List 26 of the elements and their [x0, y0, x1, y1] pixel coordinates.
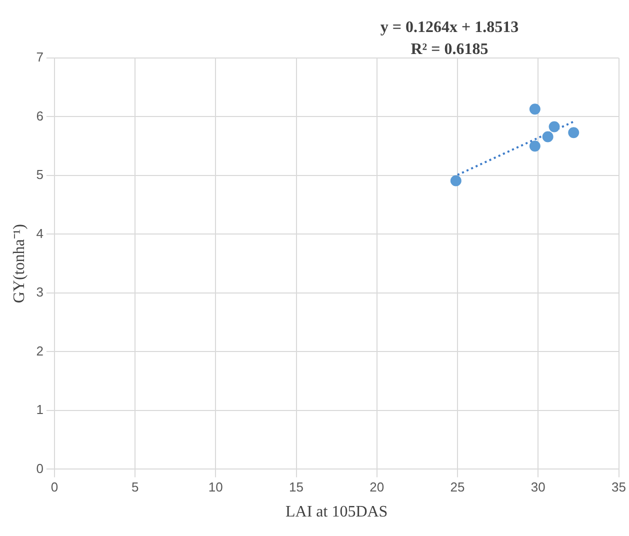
y-tick-label: 5 [36, 167, 44, 182]
y-axis-title: GY(tonha⁻¹) [10, 224, 28, 304]
point [450, 175, 462, 186]
x-tick-label: 0 [50, 480, 58, 495]
point [542, 131, 554, 142]
x-tick-label: 10 [208, 480, 223, 495]
y-tick-label: 6 [36, 108, 44, 124]
point [529, 140, 540, 152]
x-axis-title: LAI at 105DAS [285, 504, 388, 521]
y-tick-label: 4 [36, 226, 44, 241]
x-tick-label: 15 [289, 480, 304, 495]
x-tick-label: 30 [530, 480, 546, 495]
x-tick-label: 25 [450, 480, 465, 495]
annotation: R² = 0.6185 [410, 41, 488, 58]
point [568, 127, 580, 138]
y-tick-label: 1 [36, 402, 44, 418]
text: y = 0.1264x + 1.8513 [380, 19, 519, 36]
point [529, 104, 540, 115]
y-tick-label: 3 [36, 284, 44, 300]
x-tick-label: 5 [131, 480, 139, 495]
y-tick-label: 0 [36, 460, 44, 476]
y-tick-label: 2 [36, 343, 44, 358]
point [548, 121, 560, 132]
x-tick-label: 35 [612, 480, 626, 495]
x-tick-label: 20 [370, 480, 384, 495]
y-tick-label: 7 [36, 50, 44, 65]
